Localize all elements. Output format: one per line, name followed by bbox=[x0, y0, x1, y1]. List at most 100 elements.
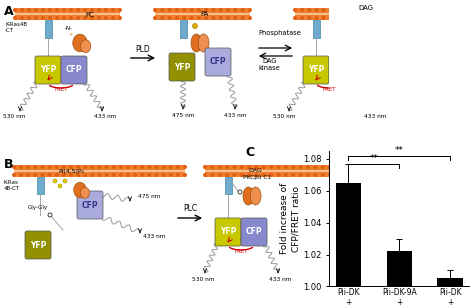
Ellipse shape bbox=[55, 173, 59, 177]
Ellipse shape bbox=[357, 8, 361, 12]
Bar bbox=[15, 13, 120, 15]
Ellipse shape bbox=[262, 165, 266, 169]
Ellipse shape bbox=[53, 179, 57, 183]
Ellipse shape bbox=[306, 165, 310, 169]
Ellipse shape bbox=[34, 16, 38, 20]
Ellipse shape bbox=[147, 165, 151, 169]
Ellipse shape bbox=[328, 165, 332, 169]
Text: YFP: YFP bbox=[308, 66, 324, 75]
Ellipse shape bbox=[190, 8, 193, 12]
Ellipse shape bbox=[97, 16, 101, 20]
Ellipse shape bbox=[168, 8, 172, 12]
Ellipse shape bbox=[240, 165, 244, 169]
Ellipse shape bbox=[169, 173, 173, 177]
Ellipse shape bbox=[58, 184, 62, 188]
Ellipse shape bbox=[307, 16, 311, 20]
Ellipse shape bbox=[225, 165, 229, 169]
Ellipse shape bbox=[314, 16, 319, 20]
Ellipse shape bbox=[175, 16, 179, 20]
Ellipse shape bbox=[81, 187, 90, 198]
Text: 433 nm: 433 nm bbox=[269, 277, 291, 282]
Ellipse shape bbox=[175, 8, 179, 12]
Ellipse shape bbox=[232, 165, 237, 169]
Text: -CT: -CT bbox=[5, 29, 14, 34]
Ellipse shape bbox=[299, 165, 302, 169]
Ellipse shape bbox=[90, 8, 94, 12]
Bar bbox=[155, 8, 250, 13]
Text: 433 nm: 433 nm bbox=[143, 234, 165, 239]
Ellipse shape bbox=[306, 173, 310, 177]
Text: PC: PC bbox=[85, 12, 94, 18]
Ellipse shape bbox=[204, 8, 208, 12]
Ellipse shape bbox=[83, 173, 87, 177]
Ellipse shape bbox=[19, 173, 23, 177]
Ellipse shape bbox=[262, 173, 266, 177]
Ellipse shape bbox=[203, 173, 207, 177]
Ellipse shape bbox=[13, 8, 17, 12]
Text: kinase: kinase bbox=[258, 65, 280, 71]
Ellipse shape bbox=[276, 173, 281, 177]
Ellipse shape bbox=[320, 165, 325, 169]
Text: Pi(4,5)P₂: Pi(4,5)P₂ bbox=[58, 169, 84, 175]
Ellipse shape bbox=[69, 165, 73, 169]
Text: FRET: FRET bbox=[322, 87, 336, 92]
Ellipse shape bbox=[365, 8, 368, 12]
Ellipse shape bbox=[357, 16, 361, 20]
Ellipse shape bbox=[248, 8, 252, 12]
Ellipse shape bbox=[291, 165, 295, 169]
Ellipse shape bbox=[241, 16, 245, 20]
Ellipse shape bbox=[320, 173, 325, 177]
Ellipse shape bbox=[211, 8, 216, 12]
Ellipse shape bbox=[160, 8, 164, 12]
Text: **: ** bbox=[369, 154, 378, 163]
Ellipse shape bbox=[393, 16, 397, 20]
Ellipse shape bbox=[62, 173, 66, 177]
Ellipse shape bbox=[105, 165, 109, 169]
Text: 433 nm: 433 nm bbox=[364, 114, 386, 119]
Ellipse shape bbox=[336, 8, 340, 12]
Ellipse shape bbox=[26, 165, 30, 169]
Ellipse shape bbox=[218, 173, 222, 177]
Text: DAG: DAG bbox=[358, 5, 373, 11]
Ellipse shape bbox=[76, 8, 80, 12]
Ellipse shape bbox=[232, 173, 237, 177]
Text: CFP: CFP bbox=[82, 201, 98, 209]
Ellipse shape bbox=[153, 16, 157, 20]
Ellipse shape bbox=[40, 165, 45, 169]
Ellipse shape bbox=[168, 16, 172, 20]
Ellipse shape bbox=[69, 16, 73, 20]
Ellipse shape bbox=[76, 16, 80, 20]
Ellipse shape bbox=[284, 165, 288, 169]
Text: 475 nm: 475 nm bbox=[138, 194, 161, 199]
Y-axis label: Fold increase of
CFP/FRET ratio: Fold increase of CFP/FRET ratio bbox=[281, 183, 301, 254]
Bar bbox=[438, 278, 463, 286]
Ellipse shape bbox=[299, 173, 302, 177]
Ellipse shape bbox=[247, 173, 251, 177]
Ellipse shape bbox=[40, 173, 45, 177]
Ellipse shape bbox=[198, 34, 209, 52]
Ellipse shape bbox=[162, 173, 165, 177]
Ellipse shape bbox=[33, 173, 37, 177]
Ellipse shape bbox=[350, 8, 354, 12]
Ellipse shape bbox=[76, 165, 80, 169]
Text: Gly-Gly: Gly-Gly bbox=[28, 205, 48, 210]
Ellipse shape bbox=[250, 187, 261, 205]
Ellipse shape bbox=[97, 8, 101, 12]
Text: 475 nm: 475 nm bbox=[172, 113, 194, 118]
Bar bbox=[312, 20, 319, 38]
Ellipse shape bbox=[269, 173, 273, 177]
Ellipse shape bbox=[112, 173, 116, 177]
Ellipse shape bbox=[204, 16, 208, 20]
Text: YFP: YFP bbox=[40, 66, 56, 75]
Bar bbox=[45, 20, 52, 38]
Bar bbox=[225, 177, 231, 194]
Text: YFP: YFP bbox=[30, 241, 46, 249]
Text: 530 nm: 530 nm bbox=[3, 114, 25, 119]
Ellipse shape bbox=[219, 8, 223, 12]
Ellipse shape bbox=[284, 173, 288, 177]
Ellipse shape bbox=[76, 173, 80, 177]
FancyBboxPatch shape bbox=[169, 53, 195, 81]
Text: 433 nm: 433 nm bbox=[94, 114, 116, 119]
Ellipse shape bbox=[321, 8, 326, 12]
Ellipse shape bbox=[48, 8, 52, 12]
